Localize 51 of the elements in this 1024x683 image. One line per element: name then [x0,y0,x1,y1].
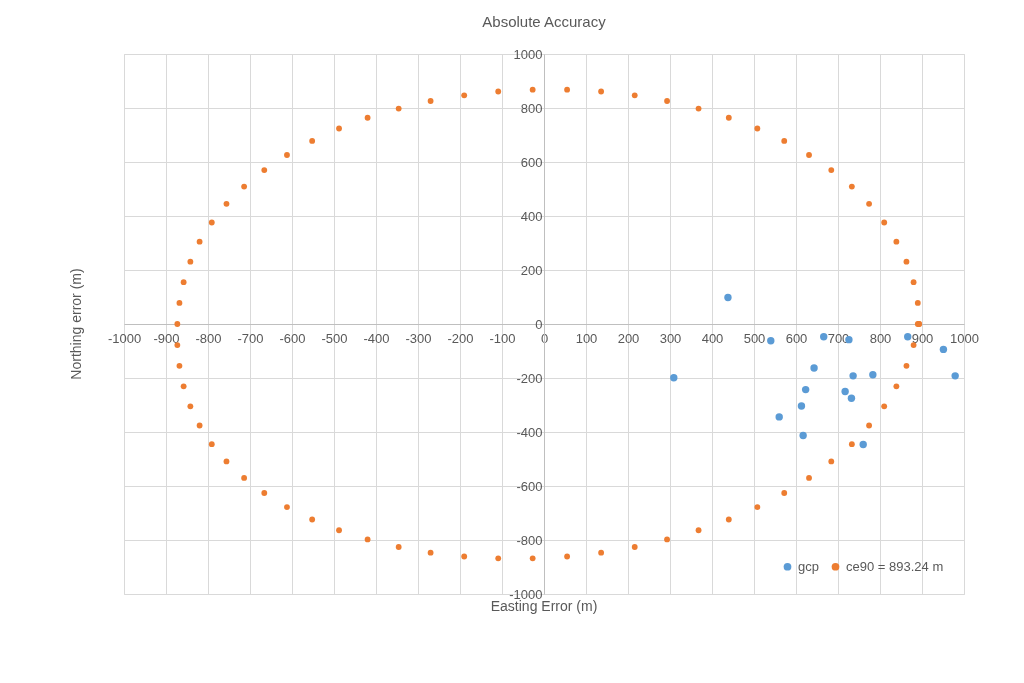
x-tick-label: -700 [237,330,264,346]
x-tick-label: -800 [195,330,222,346]
legend-label: gcp [798,558,819,574]
y-tick-label: 600 [520,154,543,170]
x-tick-label: 1000 [950,330,979,346]
point [869,371,877,379]
x-tick-label: -500 [321,330,348,346]
x-tick-label: 600 [785,330,808,346]
point [797,402,806,410]
y-tick-label: 1000 [513,46,543,62]
y-axis-title: Northing error (m) [68,268,84,380]
y-tick-label: -800 [516,532,543,548]
point [775,413,783,421]
y-tick-label: -400 [516,424,543,440]
y-tick-label: 200 [520,262,543,278]
point [670,374,678,382]
point [904,332,912,341]
x-tick-label: -1000 [107,330,142,346]
x-tick-label: -300 [405,330,432,346]
x-tick-label: -100 [489,330,516,346]
y-tick-label: -200 [516,370,543,386]
x-tick-label: 500 [743,330,766,346]
chart-title: Absolute Accuracy [482,13,607,30]
point [859,440,867,449]
point [724,293,732,302]
x-tick-label: 200 [617,330,640,346]
x-tick-label: 300 [659,330,682,346]
x-tick-label: -400 [363,330,390,346]
point [799,431,807,440]
x-tick-label: -200 [447,330,474,346]
x-tick-label: 100 [575,330,598,346]
legend-label: ce90 = 893.24 m [846,558,944,574]
point [951,372,959,380]
point [939,345,948,354]
x-axis-title: Easting Error (m) [490,598,598,614]
x-tick-label: 900 [911,330,934,346]
x-tick-label: -900 [153,330,180,346]
y-tick-label: 800 [520,100,543,116]
point [801,385,810,394]
x-tick-label: 400 [701,330,724,346]
point [767,337,775,345]
y-tick-label: 0 [535,316,543,332]
x-tick-label: 800 [869,330,892,346]
x-tick-label: -600 [279,330,306,346]
point [820,332,828,341]
point [810,364,818,372]
y-tick-label: -600 [516,478,543,494]
point [841,387,849,396]
y-tick-label: 400 [520,208,543,224]
point [847,394,856,402]
point [849,372,857,380]
